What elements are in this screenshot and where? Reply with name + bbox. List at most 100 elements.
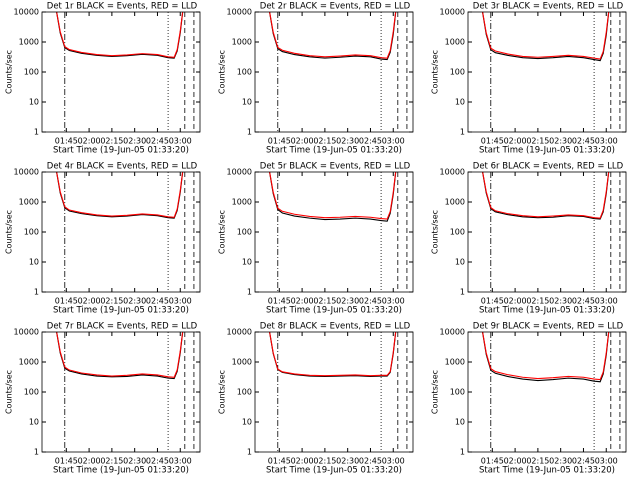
x-tick-label: 01:45 <box>55 297 78 306</box>
y-tick-label: 1000 <box>232 198 252 207</box>
x-tick-label: 02:00 <box>78 297 101 306</box>
x-tick-label: 02:15 <box>526 297 549 306</box>
x-tick-label: 01:45 <box>481 137 504 146</box>
series-line <box>482 12 610 60</box>
x-tick-label: 02:45 <box>572 297 595 306</box>
y-tick-label: 10000 <box>440 328 465 337</box>
x-tick-label: 03:00 <box>382 137 405 146</box>
y-tick-label: 1 <box>247 288 252 297</box>
panel: Det 8r BLACK = Events, RED = LLD Counts/s… <box>218 322 414 476</box>
x-tick-label: 02:45 <box>146 137 169 146</box>
y-tick-label: 10 <box>242 418 252 427</box>
x-tick-label: 02:30 <box>123 137 146 146</box>
x-tick-label: 03:00 <box>595 457 618 466</box>
chart-title: Det 2r BLACK = Events, RED = LLD <box>260 2 411 12</box>
x-tick-label: 02:30 <box>336 297 359 306</box>
plot-frame <box>254 171 414 293</box>
x-tick-label: 02:15 <box>100 137 123 146</box>
y-tick-label: 1000 <box>19 38 39 47</box>
y-tick-label: 100 <box>450 228 465 237</box>
chart-title: Det 4r BLACK = Events, RED = LLD <box>47 162 198 172</box>
x-axis-label: Start Time (19-Jun-05 01:33:20) <box>266 306 402 316</box>
plot-frame <box>41 11 201 133</box>
y-tick-label: 1 <box>460 448 465 457</box>
panel: Det 3r BLACK = Events, RED = LLD Counts/s… <box>431 2 627 156</box>
series-line <box>56 172 184 218</box>
x-tick-label: 01:45 <box>268 137 291 146</box>
x-tick-label: 02:45 <box>359 137 382 146</box>
y-tick-label: 10000 <box>440 8 465 17</box>
y-axis-label: Counts/sec <box>5 370 14 414</box>
y-tick-label: 10 <box>242 258 252 267</box>
y-axis-label: Counts/sec <box>5 50 14 94</box>
y-axis-label: Counts/sec <box>431 370 440 414</box>
y-tick-label: 1000 <box>232 358 252 367</box>
chart-title: Det 9r BLACK = Events, RED = LLD <box>473 322 624 332</box>
y-tick-label: 100 <box>24 388 39 397</box>
x-axis-label: Start Time (19-Jun-05 01:33:20) <box>53 146 189 156</box>
series-line <box>269 332 397 377</box>
y-tick-label: 1 <box>460 288 465 297</box>
x-tick-label: 01:45 <box>268 297 291 306</box>
x-tick-label: 02:15 <box>313 137 336 146</box>
x-tick-label: 02:45 <box>359 457 382 466</box>
y-tick-label: 10000 <box>14 328 39 337</box>
chart-title: Det 8r BLACK = Events, RED = LLD <box>260 322 411 332</box>
y-tick-label: 1 <box>460 128 465 137</box>
panel: Det 1r BLACK = Events, RED = LLD Counts/s… <box>5 2 201 156</box>
x-axis-label: Start Time (19-Jun-05 01:33:20) <box>53 466 189 476</box>
y-tick-label: 10000 <box>227 328 252 337</box>
x-axis-label: Start Time (19-Jun-05 01:33:20) <box>53 306 189 316</box>
panel: Det 9r BLACK = Events, RED = LLD Counts/s… <box>431 322 627 476</box>
y-axis-label: Counts/sec <box>218 50 227 94</box>
y-tick-label: 10 <box>29 418 39 427</box>
x-tick-label: 03:00 <box>595 297 618 306</box>
x-tick-label: 02:00 <box>504 297 527 306</box>
y-tick-label: 1000 <box>445 358 465 367</box>
x-tick-label: 02:30 <box>549 137 572 146</box>
y-axis-label: Counts/sec <box>218 210 227 254</box>
y-tick-label: 1 <box>247 448 252 457</box>
y-tick-label: 1000 <box>232 38 252 47</box>
y-tick-label: 1000 <box>19 198 39 207</box>
x-tick-label: 02:15 <box>526 457 549 466</box>
x-tick-label: 02:00 <box>504 137 527 146</box>
x-tick-label: 01:45 <box>268 457 291 466</box>
x-tick-label: 02:30 <box>123 457 146 466</box>
y-tick-label: 100 <box>237 388 252 397</box>
x-tick-label: 03:00 <box>169 457 192 466</box>
x-tick-label: 01:45 <box>55 457 78 466</box>
y-axis-label: Counts/sec <box>431 210 440 254</box>
x-tick-label: 02:00 <box>504 457 527 466</box>
y-tick-label: 100 <box>450 68 465 77</box>
y-tick-label: 1000 <box>445 198 465 207</box>
x-tick-label: 03:00 <box>169 137 192 146</box>
y-tick-label: 100 <box>237 228 252 237</box>
plot-frame <box>254 11 414 133</box>
chart-title: Det 5r BLACK = Events, RED = LLD <box>260 162 411 172</box>
x-tick-label: 02:30 <box>123 297 146 306</box>
series-line <box>269 12 397 59</box>
y-tick-label: 1000 <box>19 358 39 367</box>
series-line <box>56 12 184 58</box>
chart-title: Det 1r BLACK = Events, RED = LLD <box>47 2 198 12</box>
y-tick-label: 10 <box>455 258 465 267</box>
x-tick-label: 02:45 <box>572 137 595 146</box>
y-tick-label: 100 <box>450 388 465 397</box>
x-tick-label: 02:00 <box>78 137 101 146</box>
plot-frame <box>467 171 627 293</box>
x-axis-label: Start Time (19-Jun-05 01:33:20) <box>479 306 615 316</box>
plot-frame <box>41 171 201 293</box>
chart-title: Det 6r BLACK = Events, RED = LLD <box>473 162 624 172</box>
y-tick-label: 1 <box>34 288 39 297</box>
x-tick-label: 02:00 <box>291 297 314 306</box>
panel: Det 4r BLACK = Events, RED = LLD Counts/s… <box>5 162 201 316</box>
plot-frame <box>467 331 627 453</box>
plot-frame <box>254 331 414 453</box>
y-tick-label: 10 <box>242 98 252 107</box>
y-tick-label: 1 <box>247 128 252 137</box>
x-tick-label: 02:30 <box>549 297 572 306</box>
x-tick-label: 02:30 <box>336 457 359 466</box>
x-tick-label: 02:15 <box>526 137 549 146</box>
